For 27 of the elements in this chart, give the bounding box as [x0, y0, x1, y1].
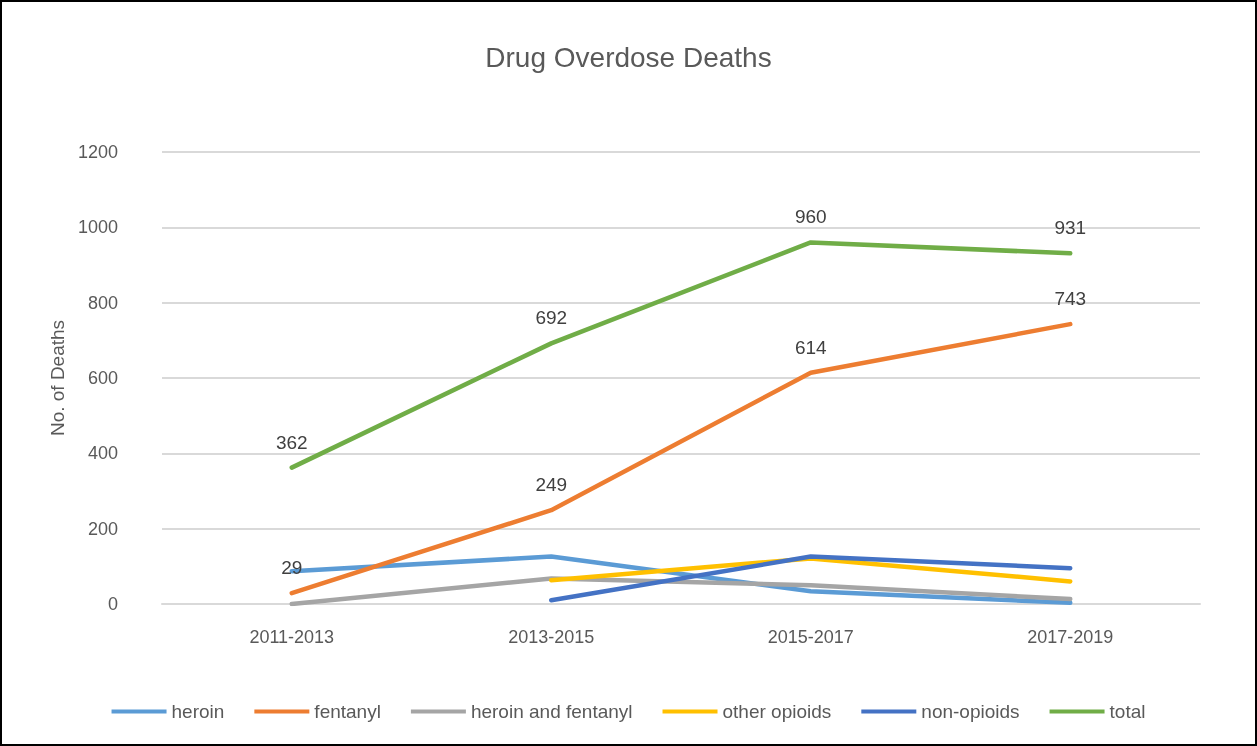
legend-label: non-opioids — [921, 701, 1020, 722]
y-tick-label: 400 — [87, 443, 118, 464]
legend-label: total — [1109, 701, 1146, 722]
chart-title: Drug Overdose Deaths — [485, 41, 772, 73]
x-tick-label: 2013-2015 — [508, 627, 595, 647]
legend-label: fentanyl — [314, 701, 381, 722]
legend-label: other opioids — [722, 701, 832, 722]
x-tick-label: 2015-2017 — [767, 627, 854, 647]
data-label: 931 — [1054, 217, 1087, 239]
y-tick-label: 800 — [87, 292, 118, 313]
data-label: 692 — [535, 307, 568, 329]
x-tick-label: 2011-2013 — [249, 627, 335, 647]
y-tick-label: 600 — [87, 368, 118, 388]
data-label: 743 — [1054, 288, 1087, 310]
x-tick-label: 2017-2019 — [1027, 627, 1114, 647]
data-label: 614 — [794, 336, 828, 358]
data-label: 249 — [535, 474, 568, 496]
legend-label: heroin — [171, 701, 225, 722]
y-tick-label: 0 — [107, 594, 118, 614]
y-axis-title: No. of Deaths — [47, 319, 69, 437]
data-label: 362 — [275, 431, 308, 453]
y-tick-label: 1200 — [77, 142, 118, 162]
y-tick-label: 1000 — [77, 217, 118, 238]
legend-label: heroin and fentanyl — [470, 701, 633, 722]
y-tick-label: 200 — [87, 518, 118, 539]
data-label: 960 — [794, 206, 827, 228]
line-series — [289, 576, 1073, 607]
